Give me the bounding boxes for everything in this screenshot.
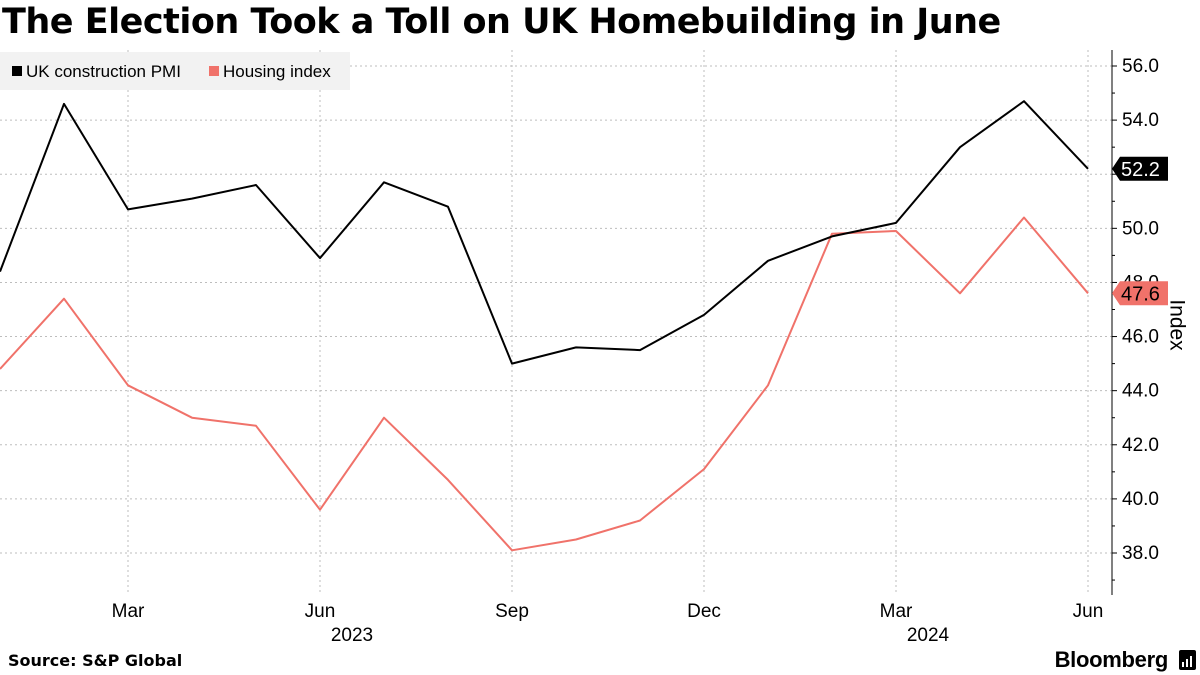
axes: 38.040.042.044.046.048.050.052.054.056.0…	[112, 50, 1159, 646]
y-tick-label: 38.0	[1122, 543, 1159, 564]
legend-box	[0, 52, 350, 90]
legend-swatch	[12, 66, 22, 76]
x-tick-label: Jun	[1073, 601, 1104, 622]
y-axis-label: Index	[1165, 299, 1188, 351]
y-tick-label: 54.0	[1122, 110, 1159, 131]
y-tick-label: 44.0	[1122, 381, 1159, 402]
y-tick-label: 42.0	[1122, 435, 1159, 456]
end-labels: 52.2 47.6	[1112, 156, 1168, 306]
legend-label: Housing index	[223, 62, 331, 81]
chart-title: The Election Took a Toll on UK Homebuild…	[2, 2, 1001, 42]
y-tick-label: 50.0	[1122, 218, 1159, 239]
x-tick-label: Mar	[880, 601, 913, 622]
source-note: Source: S&P Global	[8, 651, 183, 670]
legend-swatch	[209, 66, 219, 76]
series-lines	[0, 100, 1089, 552]
x-year-label: 2024	[907, 625, 950, 646]
bloomberg-logo: Bloomberg	[1054, 647, 1169, 672]
end-label-tag	[1112, 281, 1168, 306]
series-line-construction-pmi	[0, 100, 1089, 365]
bloomberg-terminal-icon	[1179, 650, 1196, 670]
series-line-housing-index	[0, 216, 1089, 552]
grid	[0, 50, 1112, 595]
x-tick-label: Mar	[112, 601, 145, 622]
end-label-value: 47.6	[1121, 283, 1160, 305]
y-tick-label: 46.0	[1122, 327, 1159, 348]
legend: UK construction PMI Housing index	[0, 52, 350, 90]
x-tick-label: Sep	[495, 601, 529, 622]
legend-label: UK construction PMI	[26, 62, 181, 81]
x-year-label: 2023	[331, 625, 373, 646]
x-tick-label: Dec	[687, 601, 721, 622]
y-tick-label: 56.0	[1122, 56, 1159, 77]
end-label-value: 52.2	[1121, 159, 1160, 181]
y-tick-label: 40.0	[1122, 489, 1159, 510]
end-label-tag	[1112, 156, 1168, 181]
x-tick-label: Jun	[305, 601, 336, 622]
